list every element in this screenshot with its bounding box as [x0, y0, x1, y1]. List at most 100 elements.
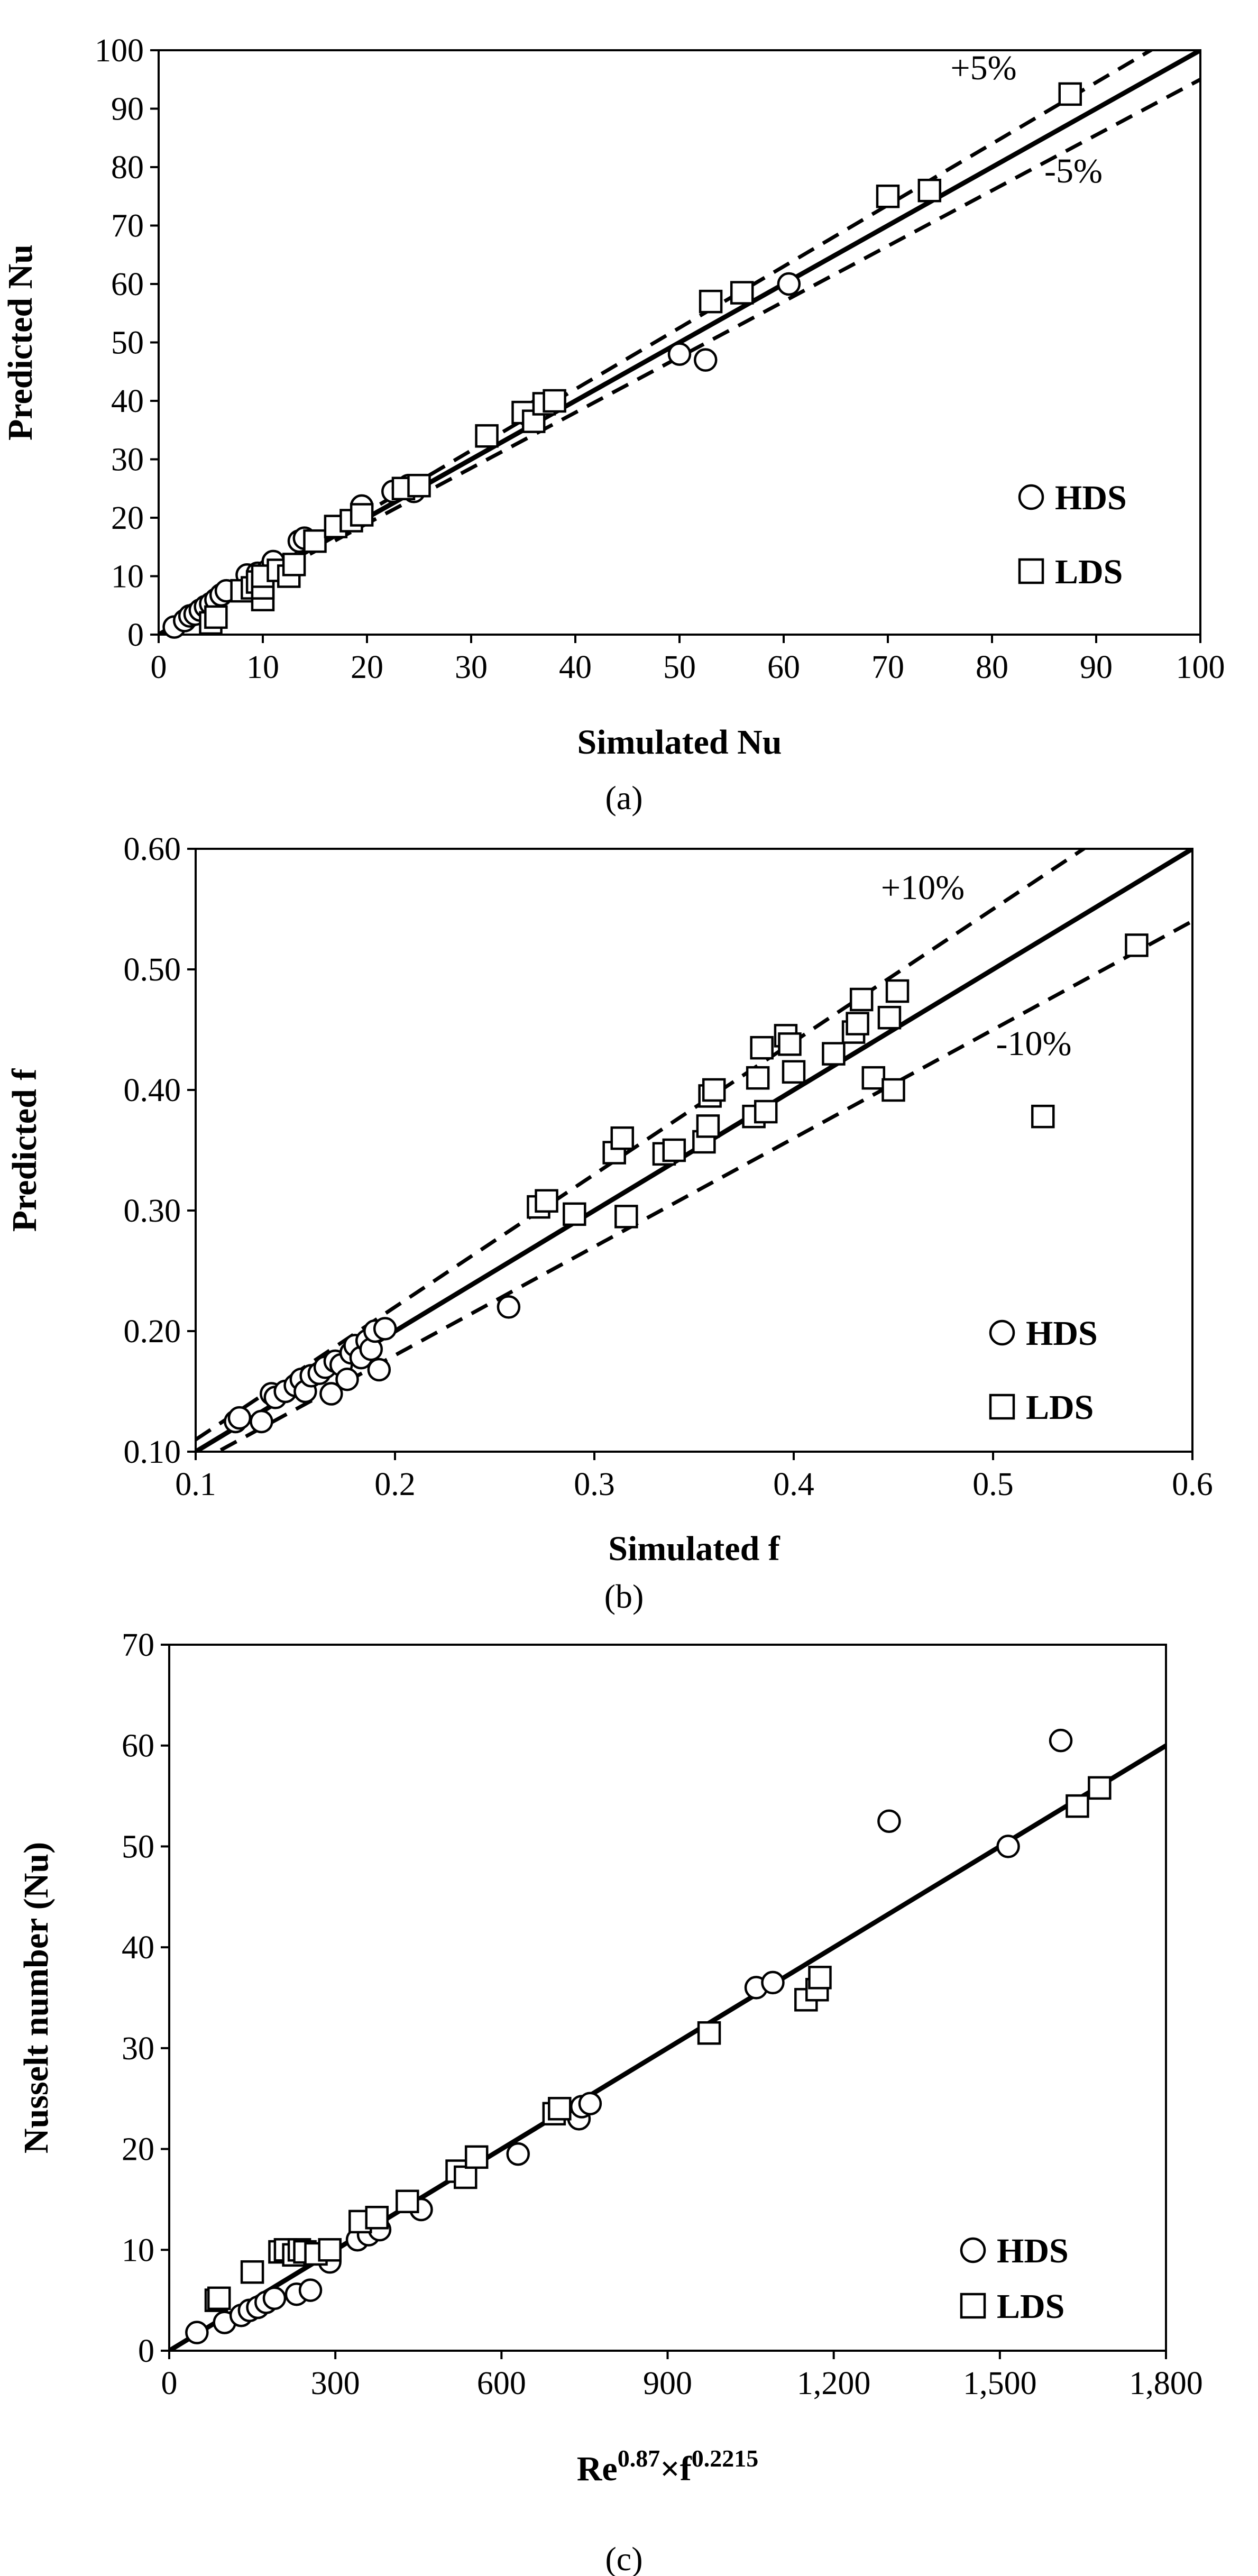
series-lds: [199, 82, 1082, 635]
series-hds: [185, 1728, 1073, 2344]
hds-point: [761, 1970, 785, 1995]
x-axis-label: Simulated Nu: [577, 723, 782, 762]
legend-label: LDS: [1026, 1388, 1094, 1427]
lds-point: [240, 2260, 264, 2284]
hds-point: [497, 1295, 521, 1319]
lds-point: [730, 281, 754, 305]
band-label: +10%: [881, 868, 965, 907]
lds-point: [350, 503, 374, 527]
lds-point: [881, 1078, 905, 1102]
hds-point: [250, 1409, 273, 1434]
y-axis-label: Predicted f: [5, 1068, 44, 1232]
x-tick-label: 0.2: [374, 1466, 416, 1502]
x-tick-label: 0: [161, 2366, 178, 2401]
lds-point: [697, 2021, 721, 2045]
lds-point: [548, 2097, 572, 2121]
legend-label: HDS: [1055, 479, 1127, 517]
x-tick-label: 300: [311, 2366, 360, 2401]
series-lds: [204, 1776, 1112, 2312]
x-tick-label: 80: [976, 649, 1008, 685]
x-tick-label: 1,200: [797, 2366, 871, 2401]
x-tick-label: 1,500: [963, 2366, 1037, 2401]
hds-point: [777, 272, 801, 296]
legend-marker-lds: [989, 1394, 1015, 1420]
legend-marker-lds: [1018, 558, 1044, 584]
legend-label: HDS: [997, 2232, 1069, 2270]
y-tick-label: 30: [122, 2031, 154, 2067]
lds-point: [303, 529, 327, 553]
hds-point: [578, 2092, 602, 2115]
lds-point: [365, 2206, 389, 2230]
lds-point: [204, 605, 228, 629]
y-tick-label: 80: [111, 150, 144, 186]
x-tick-label: 0.1: [175, 1466, 216, 1502]
series-hds: [224, 1295, 521, 1434]
y-tick-label: 0.50: [124, 952, 181, 988]
band-label: -10%: [996, 1024, 1072, 1063]
y-tick-label: 0.60: [124, 831, 181, 867]
y-tick-label: 40: [111, 383, 144, 419]
x-tick-label: 70: [871, 649, 904, 685]
chart-a: 0 10 20 30 40 50 60 70 80 90 100 0 10 20 30 40 50 60 70 80 9…: [1, 33, 1225, 817]
y-tick-label: 70: [122, 1627, 154, 1663]
figure-caption: (c): [605, 2540, 642, 2576]
lds-point: [610, 1126, 635, 1150]
lds-point: [407, 473, 431, 498]
lds-point: [282, 553, 306, 576]
lds-point: [822, 1042, 846, 1066]
x-tick-label: 0.5: [972, 1466, 1014, 1502]
lds-point: [782, 1060, 806, 1084]
lds-point: [746, 1066, 770, 1090]
hds-point: [506, 2142, 530, 2166]
lds-point: [861, 1066, 886, 1090]
figure-caption: (a): [605, 779, 642, 817]
lds-point: [877, 1005, 902, 1030]
lds-point: [885, 979, 910, 1003]
y-tick-label: 0: [138, 2333, 154, 2369]
x-tick-label: 1,800: [1129, 2366, 1203, 2401]
lds-point: [454, 2165, 478, 2189]
lds-point: [750, 1035, 774, 1060]
lds-point: [535, 1189, 558, 1213]
legend-marker-hds: [989, 1319, 1015, 1346]
y-tick-label: 0.30: [124, 1193, 181, 1229]
x-axis-label: Simulated f: [608, 1529, 780, 1568]
lds-point: [1031, 1104, 1055, 1129]
lds-point: [849, 987, 874, 1012]
lds-point: [614, 1205, 638, 1229]
x-tick-label: 100: [1176, 649, 1225, 685]
y-tick-label: 20: [122, 2132, 154, 2168]
y-tick-label: 60: [111, 267, 144, 302]
y-tick-label: 0: [127, 617, 144, 653]
x-tick-label: 0.6: [1172, 1466, 1213, 1502]
y-tick-label: 100: [95, 33, 144, 69]
y-tick-label: 50: [111, 325, 144, 361]
hds-point: [1049, 1728, 1073, 1753]
band-label: -5%: [1044, 152, 1103, 190]
band-line: [159, 78, 1200, 635]
x-tick-label: 50: [663, 649, 696, 685]
legend-marker-hds: [1018, 484, 1044, 510]
y-tick-label: 10: [122, 2232, 154, 2268]
lds-point: [396, 2189, 419, 2213]
x-tick-label: 600: [477, 2366, 526, 2401]
legend-marker-hds: [960, 2237, 986, 2263]
lds-point: [1058, 82, 1082, 106]
y-tick-label: 50: [122, 1829, 154, 1865]
plot-frame: [195, 848, 1193, 1453]
hds-point: [996, 1835, 1020, 1858]
y-tick-label: 20: [111, 500, 144, 536]
hds-point: [185, 2321, 209, 2344]
x-tick-label: 90: [1080, 649, 1113, 685]
x-tick-label: 0: [151, 649, 167, 685]
y-axis-label: Predicted Nu: [1, 244, 40, 441]
legend-label: HDS: [1026, 1314, 1098, 1353]
lds-point: [318, 2238, 342, 2262]
y-tick-label: 90: [111, 91, 144, 127]
x-tick-label: 30: [455, 649, 488, 685]
hds-point: [335, 1367, 359, 1391]
lds-point: [699, 289, 723, 314]
x-axis-label: Re0.87×f0.2215: [577, 2445, 759, 2488]
lds-point: [475, 424, 499, 448]
